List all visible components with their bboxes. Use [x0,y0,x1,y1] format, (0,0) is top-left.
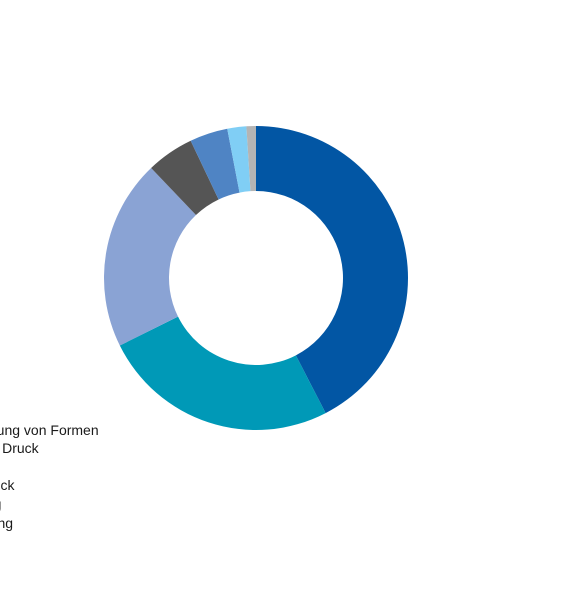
donut-slice-2 [119,316,326,431]
donut-slice-3 [103,167,196,346]
donut-slice-6 [227,126,251,193]
chart-legend: ng chtung von Formen ger Druck g Druck u… [0,402,99,532]
legend-entry-3: ger Druck [0,440,39,457]
legend-entry-7: htung [0,514,14,531]
donut-slice-1 [256,126,409,414]
donut-slices [103,126,409,431]
legend-entry-6: ung [0,495,99,514]
legend-entry-5: Druck [0,477,15,494]
donut-slice-5 [190,128,240,200]
donut-slice-4 [151,140,219,216]
legend-entry-2: chtung von Formen [0,421,99,438]
donut-slice-7 [246,126,256,192]
legend-entry-1: ng [0,402,99,421]
legend-entry-4: g [0,458,99,477]
